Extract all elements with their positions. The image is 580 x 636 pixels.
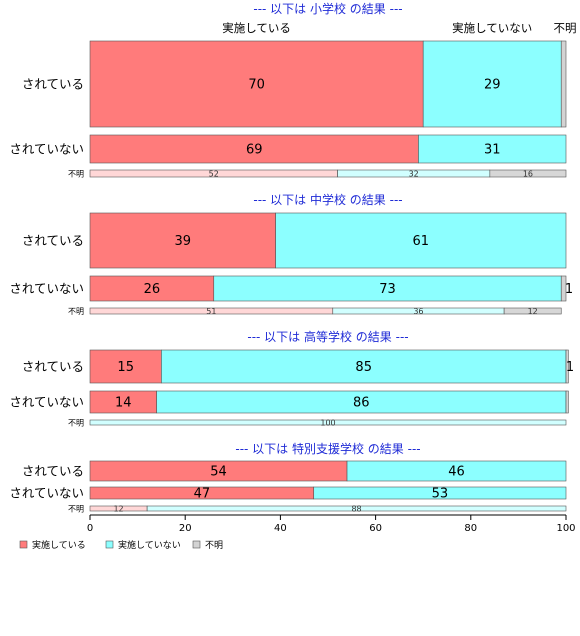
bar-segment-実施していない [422, 40, 562, 128]
data-label: 32 [409, 170, 419, 179]
bar-segment-実施している [89, 212, 276, 269]
row-label: 不明 [68, 419, 84, 428]
x-tick-label: 40 [274, 523, 287, 534]
bar-segment-不明 [565, 390, 569, 414]
data-label: 1 [566, 360, 574, 375]
column-header-2: 不明 [554, 21, 577, 35]
data-label: 47 [194, 487, 211, 502]
x-tick-label: 60 [369, 523, 382, 534]
bar-segment-不明 [560, 40, 567, 128]
legend-swatch [105, 540, 114, 549]
data-label: 26 [144, 282, 161, 297]
legend-label: 実施している [32, 539, 86, 551]
x-tick-label: 100 [556, 523, 575, 534]
panel-title: --- 以下は 小学校 の結果 --- [253, 1, 402, 16]
bar-segment-不明 [560, 275, 567, 302]
column-header-1: 実施していない [452, 21, 532, 35]
row-label: 不明 [68, 170, 84, 179]
bar-segment-実施していない [346, 460, 567, 482]
data-label: 31 [484, 143, 501, 158]
row-label: されている [22, 464, 84, 479]
panel-title: --- 以下は 中学校 の結果 --- [253, 192, 402, 207]
bar-segment-不明 [503, 307, 562, 315]
panel-title: --- 以下は 特別支援学校 の結果 --- [235, 441, 420, 456]
data-label: 69 [246, 143, 263, 158]
bar-segment-実施している [89, 40, 424, 128]
data-label: 70 [248, 78, 265, 93]
bar-segment-実施していない [89, 419, 567, 426]
data-label: 86 [353, 396, 370, 411]
row-label: されていない [9, 142, 84, 157]
data-label: 73 [379, 282, 396, 297]
row-label: されている [22, 233, 84, 248]
data-label: 85 [355, 360, 372, 375]
data-label: 61 [413, 234, 430, 249]
data-label: 1 [565, 282, 573, 297]
data-label: 54 [210, 465, 227, 480]
bar-segment-実施していない [275, 212, 567, 269]
data-label: 53 [432, 487, 449, 502]
legend-label: 不明 [205, 540, 223, 551]
legend-label: 実施していない [118, 539, 181, 551]
bar-segment-実施していない [418, 134, 567, 164]
bar-segment-不明 [489, 169, 567, 178]
data-label: 100 [320, 419, 335, 428]
data-label: 12 [528, 307, 538, 316]
bar-segment-実施していない [146, 505, 567, 512]
legend-swatch [192, 540, 201, 549]
bar-segment-実施していない [161, 349, 567, 384]
legend-swatch [19, 540, 28, 549]
bar-segment-実施している [89, 134, 419, 164]
bar-segment-不明 [565, 349, 569, 384]
row-label: されていない [9, 395, 84, 410]
bar-segment-実施している [89, 275, 215, 302]
data-label: 16 [523, 170, 533, 179]
x-tick-label: 0 [87, 523, 93, 534]
data-label: 39 [175, 234, 192, 249]
data-label: 46 [448, 465, 465, 480]
data-label: 51 [206, 307, 216, 316]
x-tick-label: 20 [179, 523, 192, 534]
row-label: されている [22, 77, 84, 92]
x-tick-label: 80 [464, 523, 477, 534]
data-label: 12 [113, 505, 123, 514]
bar-segment-実施していない [313, 486, 567, 500]
column-header-0: 実施している [222, 21, 291, 35]
data-label: 15 [117, 360, 134, 375]
row-label: されている [22, 359, 84, 374]
data-label: 36 [413, 307, 423, 316]
row-label: されていない [9, 486, 84, 501]
row-label: されていない [9, 281, 84, 296]
row-label: 不明 [68, 307, 84, 316]
row-label: 不明 [68, 505, 84, 514]
data-label: 14 [115, 396, 132, 411]
bar-segment-実施している [89, 349, 162, 384]
data-label: 88 [351, 505, 361, 514]
data-label: 52 [209, 170, 219, 179]
data-label: 29 [484, 78, 501, 93]
panel-title: --- 以下は 高等学校 の結果 --- [247, 329, 408, 344]
